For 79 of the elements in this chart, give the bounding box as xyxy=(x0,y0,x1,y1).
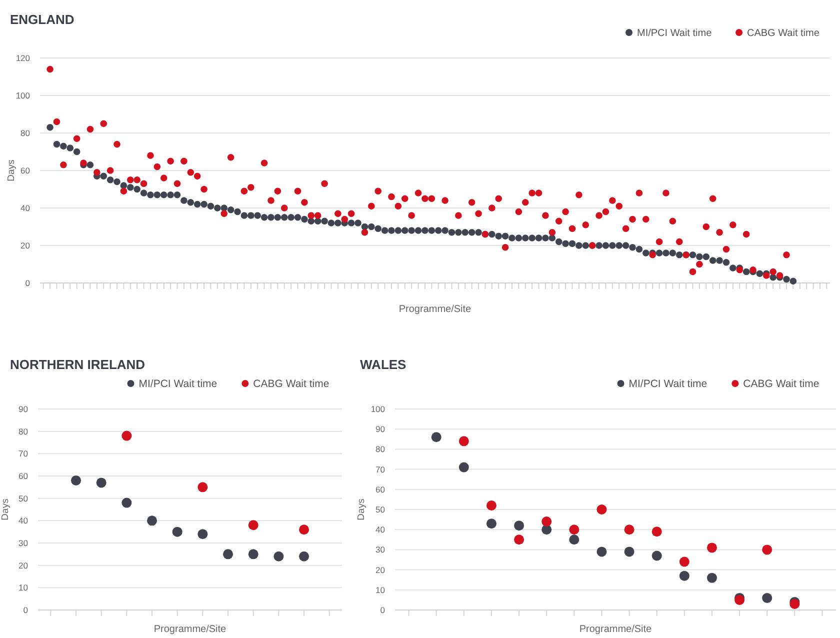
point xyxy=(762,592,772,603)
y-tick-label: 80 xyxy=(18,426,28,436)
y-tick-label: 30 xyxy=(376,544,386,555)
y-tick-label: 60 xyxy=(18,470,28,481)
point xyxy=(706,572,717,583)
y-tick-label: 30 xyxy=(18,538,28,548)
point xyxy=(96,478,106,488)
y-tick-label: 0 xyxy=(25,278,30,288)
y-axis-title: Days xyxy=(356,498,367,520)
point xyxy=(299,524,309,535)
point xyxy=(514,520,524,531)
y-tick-label: 40 xyxy=(20,202,30,213)
point xyxy=(71,475,81,486)
point xyxy=(542,516,552,527)
point xyxy=(147,516,157,526)
point xyxy=(299,551,309,562)
y-tick-label: 40 xyxy=(18,516,28,526)
point xyxy=(274,551,284,562)
point xyxy=(652,526,662,537)
y-tick-label: 90 xyxy=(376,424,386,434)
x-axis-title: Programme/Site xyxy=(579,624,652,635)
point xyxy=(652,550,662,561)
legend-label: CABG Wait time xyxy=(747,28,820,39)
legend-label: CABG Wait time xyxy=(743,378,820,390)
y-tick-label: 80 xyxy=(20,128,30,138)
chart-title: ENGLAND xyxy=(10,12,74,27)
y-axis-title: Days xyxy=(6,159,17,182)
y-tick-label: 20 xyxy=(20,240,30,250)
x-axis-title: Programme/Site xyxy=(154,624,227,635)
y-tick-label: 80 xyxy=(376,444,386,454)
y-tick-label: 10 xyxy=(18,582,28,593)
point xyxy=(569,534,580,545)
point xyxy=(223,549,233,560)
point xyxy=(679,556,690,567)
point xyxy=(172,526,182,537)
legend-label: MI/PCI Wait time xyxy=(637,28,712,39)
point xyxy=(458,462,469,472)
point xyxy=(762,544,772,555)
legend-label: MI/PCI Wait time xyxy=(138,378,218,390)
y-tick-label: 60 xyxy=(20,165,30,176)
point xyxy=(596,504,607,514)
y-tick-label: 60 xyxy=(376,484,386,494)
y-tick-label: 40 xyxy=(376,524,386,535)
y-tick-label: 50 xyxy=(18,493,28,504)
point xyxy=(248,549,258,560)
point xyxy=(596,546,607,557)
point xyxy=(569,524,580,535)
chart-title: NORTHERN IRELAND xyxy=(10,357,146,372)
point xyxy=(122,498,132,508)
y-axis-title: Days xyxy=(0,498,11,520)
point xyxy=(486,518,496,529)
point xyxy=(706,542,717,553)
point xyxy=(624,546,634,557)
point xyxy=(486,500,496,510)
point xyxy=(122,430,132,441)
point xyxy=(458,436,469,446)
y-tick-label: 70 xyxy=(376,464,386,474)
y-tick-label: 20 xyxy=(18,560,28,570)
y-tick-label: 20 xyxy=(376,564,386,575)
point xyxy=(514,534,524,545)
y-tick-label: 120 xyxy=(16,52,30,63)
point xyxy=(431,432,442,442)
y-tick-label: 100 xyxy=(370,404,386,414)
y-tick-label: 70 xyxy=(18,448,28,459)
point xyxy=(624,524,634,535)
y-tick-label: 50 xyxy=(376,504,386,514)
legend-label: MI/PCI Wait time xyxy=(628,378,708,390)
point xyxy=(248,520,258,530)
y-tick-label: 90 xyxy=(18,404,28,414)
point xyxy=(198,529,208,540)
legend-label: CABG Wait time xyxy=(253,378,330,390)
point xyxy=(679,570,690,581)
y-tick-label: 0 xyxy=(380,604,386,615)
y-tick-label: 10 xyxy=(376,584,386,595)
y-tick-label: 0 xyxy=(23,604,28,615)
y-tick-label: 100 xyxy=(16,90,30,100)
chart-title: WALES xyxy=(360,357,407,372)
x-axis-title: Programme/Site xyxy=(398,304,472,315)
point xyxy=(198,482,208,492)
